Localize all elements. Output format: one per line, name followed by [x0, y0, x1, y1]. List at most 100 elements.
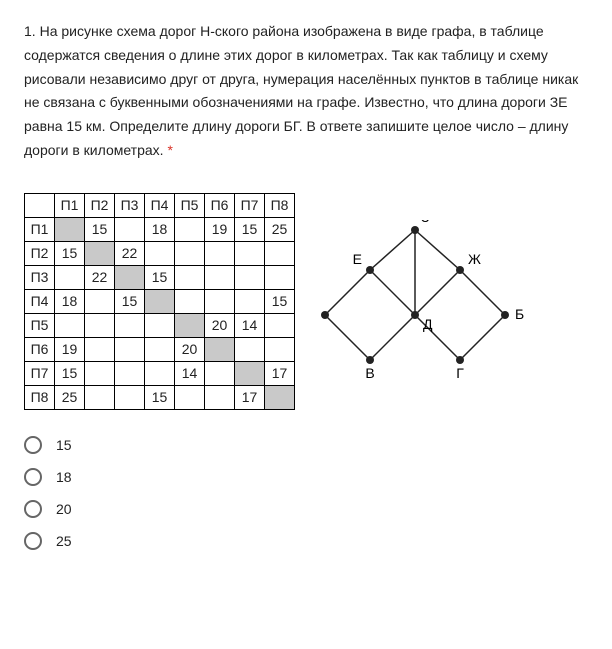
table-cell: 15: [145, 265, 175, 289]
table-cell: 20: [175, 337, 205, 361]
table-cell: 19: [55, 337, 85, 361]
answer-option[interactable]: 25: [24, 532, 588, 550]
table-cell: [265, 385, 295, 409]
answer-option[interactable]: 15: [24, 436, 588, 454]
table-cell: 25: [55, 385, 85, 409]
table-cell: 22: [115, 241, 145, 265]
table-cell: [115, 337, 145, 361]
table-cell: [205, 385, 235, 409]
radio-icon[interactable]: [24, 436, 42, 454]
table-cell: [205, 265, 235, 289]
table-row-label: П3: [25, 265, 55, 289]
table-header: П4: [145, 193, 175, 217]
table-cell: 15: [115, 289, 145, 313]
table-cell: 14: [235, 313, 265, 337]
table-cell: [145, 241, 175, 265]
table-row-label: П2: [25, 241, 55, 265]
table-cell: [205, 289, 235, 313]
required-marker: *: [167, 142, 172, 158]
table-cell: 15: [265, 289, 295, 313]
table-cell: [175, 385, 205, 409]
table-cell: [235, 289, 265, 313]
table-row-label: П4: [25, 289, 55, 313]
table-cell: 20: [205, 313, 235, 337]
table-row-label: П6: [25, 337, 55, 361]
table-cell: [55, 217, 85, 241]
table-cell: [205, 337, 235, 361]
table-cell: 15: [55, 361, 85, 385]
table-cell: [265, 313, 295, 337]
answer-options: 15 18 20 25: [24, 436, 588, 550]
table-cell: [85, 337, 115, 361]
table-cell: [175, 289, 205, 313]
table-cell: [115, 313, 145, 337]
table-cell: [115, 361, 145, 385]
table-cell: [55, 313, 85, 337]
table-cell: [235, 361, 265, 385]
graph-node-label: В: [365, 365, 374, 380]
table-cell: [85, 313, 115, 337]
table-cell: [145, 337, 175, 361]
table-header: П5: [175, 193, 205, 217]
table-header: П2: [85, 193, 115, 217]
table-cell: [115, 265, 145, 289]
table-header: П3: [115, 193, 145, 217]
figure-row: П1П2П3П4П5П6П7П8П11518191525П21522П32215…: [24, 193, 588, 410]
table-row-label: П7: [25, 361, 55, 385]
graph-node-label: З: [421, 220, 429, 225]
table-cell: 17: [235, 385, 265, 409]
table-cell: [115, 385, 145, 409]
table-cell: [55, 265, 85, 289]
table-cell: [145, 289, 175, 313]
radio-icon[interactable]: [24, 500, 42, 518]
table-cell: 14: [175, 361, 205, 385]
table-cell: [85, 361, 115, 385]
table-cell: [205, 361, 235, 385]
table-cell: [265, 337, 295, 361]
table-header: П8: [265, 193, 295, 217]
table-header: П6: [205, 193, 235, 217]
graph-node-label: Д: [423, 316, 433, 332]
table-cell: [175, 265, 205, 289]
table-cell: [85, 241, 115, 265]
table-cell: [265, 265, 295, 289]
question-number: 1.: [24, 23, 36, 39]
table-cell: [235, 265, 265, 289]
table-cell: [85, 385, 115, 409]
answer-option[interactable]: 18: [24, 468, 588, 486]
graph-node-label: Ж: [468, 251, 481, 267]
table-cell: [115, 217, 145, 241]
radio-icon[interactable]: [24, 532, 42, 550]
graph-node-label: Е: [353, 251, 362, 267]
table-cell: [265, 241, 295, 265]
road-graph: АЕЗЖБДВГ: [315, 220, 525, 380]
table-cell: [235, 337, 265, 361]
table-cell: [85, 289, 115, 313]
table-cell: [145, 313, 175, 337]
graph-wrap: АЕЗЖБДВГ: [315, 220, 588, 383]
option-label: 18: [56, 469, 72, 485]
table-header: П7: [235, 193, 265, 217]
graph-node-label: А: [315, 306, 316, 322]
table-row-label: П5: [25, 313, 55, 337]
radio-icon[interactable]: [24, 468, 42, 486]
table-cell: 15: [85, 217, 115, 241]
table-cell: 15: [145, 385, 175, 409]
question-text: 1. На рисунке схема дорог Н-ского района…: [24, 20, 588, 163]
table-row-label: П1: [25, 217, 55, 241]
table-cell: 18: [55, 289, 85, 313]
table-header: П1: [55, 193, 85, 217]
graph-node-label: Б: [515, 306, 524, 322]
answer-option[interactable]: 20: [24, 500, 588, 518]
table-cell: 15: [235, 217, 265, 241]
table-cell: [145, 361, 175, 385]
table-row-label: П8: [25, 385, 55, 409]
option-label: 15: [56, 437, 72, 453]
table-cell: 19: [205, 217, 235, 241]
table-cell: 17: [265, 361, 295, 385]
table-cell: [175, 241, 205, 265]
question-body: На рисунке схема дорог Н-ского района из…: [24, 23, 578, 158]
table-cell: [175, 217, 205, 241]
table-cell: [235, 241, 265, 265]
table-cell: 22: [85, 265, 115, 289]
